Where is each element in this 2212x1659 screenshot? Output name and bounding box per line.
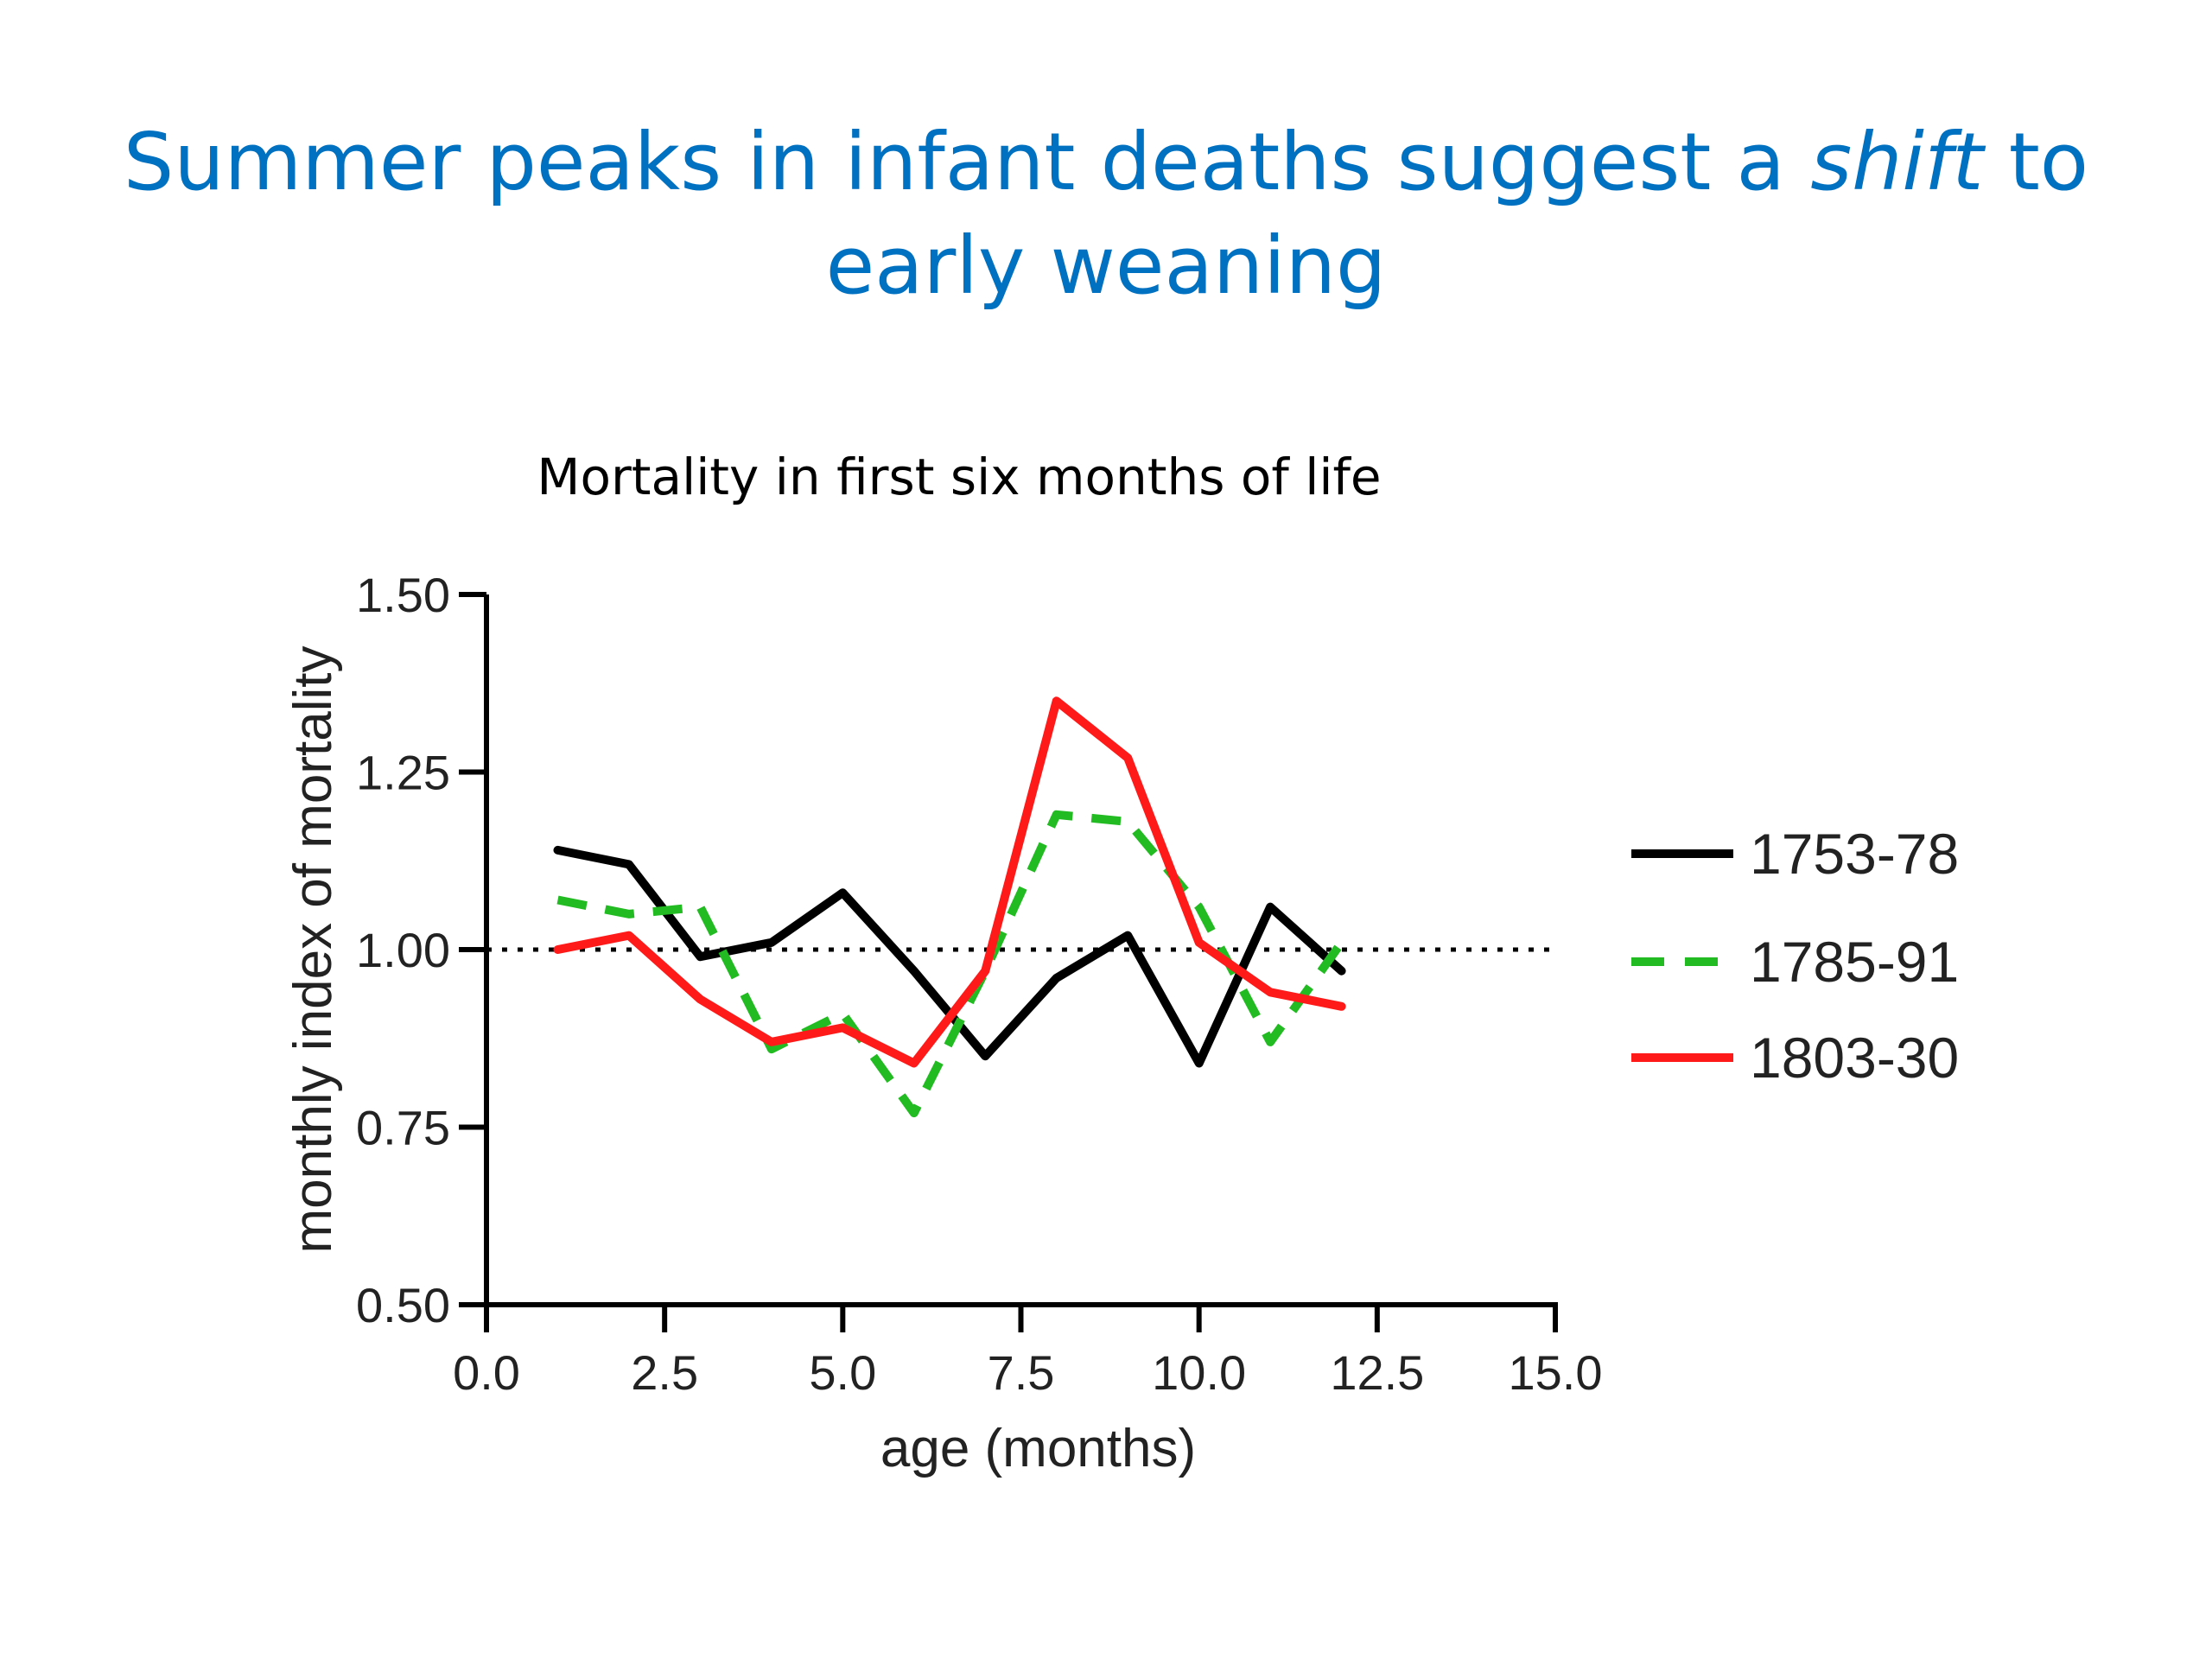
y-tick-label: 1.00 bbox=[356, 923, 450, 977]
chart-title: Mortality in first six months of life bbox=[537, 448, 1382, 506]
y-axis-label: monthly index of mortality bbox=[283, 646, 343, 1254]
title-text-end: to early weaning bbox=[825, 116, 2089, 312]
y-tick-label: 0.75 bbox=[356, 1101, 450, 1155]
y-tick-label: 1.25 bbox=[356, 746, 450, 800]
y-tick-label: 0.50 bbox=[356, 1278, 450, 1332]
legend-label-1785-91: 1785-91 bbox=[1750, 930, 1959, 994]
legend-label-1753-78: 1753-78 bbox=[1750, 822, 1959, 886]
x-tick-label: 10.0 bbox=[1152, 1345, 1246, 1400]
series-line-1803-30 bbox=[553, 696, 1346, 1068]
x-tick-label: 2.5 bbox=[631, 1345, 698, 1400]
x-tick-label: 15.0 bbox=[1509, 1345, 1603, 1400]
legend: 1753-78 1785-91 1803-30 bbox=[1631, 822, 1959, 1090]
y-tick-label: 1.50 bbox=[356, 568, 450, 622]
slide-title: Summer peaks in infant deaths suggest a … bbox=[104, 111, 2108, 318]
x-tick-label: 0.0 bbox=[453, 1345, 520, 1400]
title-text-start: Summer peaks in infant deaths suggest a bbox=[123, 116, 1811, 208]
axes-group bbox=[459, 592, 1558, 1332]
title-emphasis: shift bbox=[1810, 116, 1984, 208]
x-axis-label: age (months) bbox=[880, 1419, 1196, 1478]
tick-labels-group: 0.50 0.75 1.00 1.25 1.50 0.0 2.5 5.0 7.5 10.0 12.5… bbox=[356, 568, 1603, 1400]
x-tick-label: 12.5 bbox=[1330, 1345, 1424, 1400]
x-tick-label: 7.5 bbox=[988, 1345, 1055, 1400]
series-group bbox=[553, 696, 1346, 1118]
series-line-1785-91 bbox=[556, 810, 1345, 1118]
legend-label-1803-30: 1803-30 bbox=[1750, 1026, 1959, 1090]
x-tick-label: 5.0 bbox=[809, 1345, 876, 1400]
